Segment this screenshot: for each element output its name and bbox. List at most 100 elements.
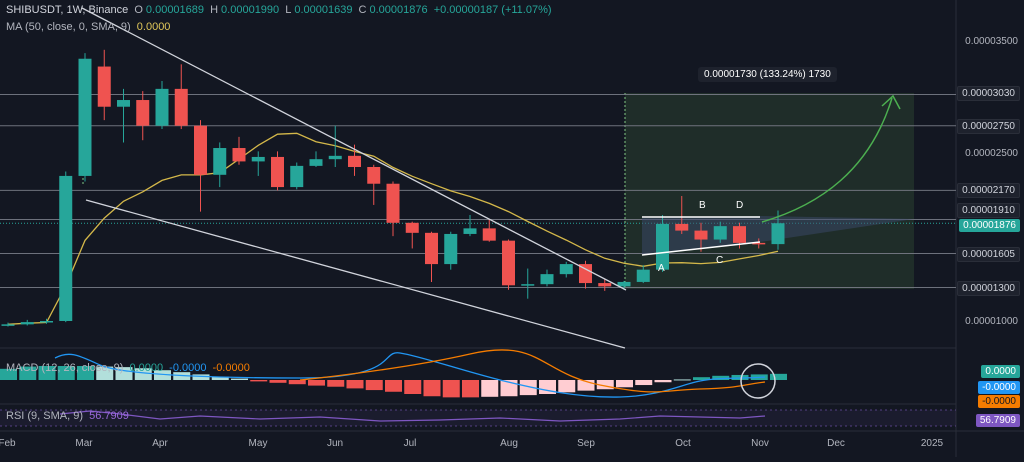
close-value: 0.00001876: [369, 4, 428, 16]
pattern-label-b: B: [699, 200, 706, 211]
macd-bar: [288, 380, 306, 385]
level-tag-3030[interactable]: 0.00003030: [957, 86, 1020, 101]
rsi-title[interactable]: RSI (9, SMA, 9): [6, 410, 84, 422]
macd-bar: [404, 380, 422, 394]
candle-body[interactable]: [213, 148, 227, 175]
symbol-label[interactable]: SHIBUSDT, 1W, Binance: [6, 4, 129, 16]
candle-body[interactable]: [771, 223, 785, 245]
candle-body[interactable]: [117, 100, 130, 107]
x-tick-label: 2025: [921, 438, 944, 449]
level-tag-1300[interactable]: 0.00001300: [957, 281, 1020, 296]
candle-body[interactable]: [405, 222, 419, 233]
candle-body[interactable]: [482, 228, 496, 241]
candle-body[interactable]: [309, 159, 323, 166]
x-tick-label: Jun: [327, 438, 343, 449]
macd-bar: [231, 378, 248, 380]
macd-bar: [346, 380, 364, 389]
x-tick-label: Feb: [0, 438, 16, 449]
candle-body[interactable]: [694, 230, 708, 240]
low-value: 0.00001639: [294, 4, 353, 16]
low-label: L: [285, 4, 292, 16]
pattern-label-d: D: [736, 200, 743, 211]
candle-body[interactable]: [78, 58, 92, 176]
measure-label[interactable]: 0.00001730 (133.24%) 1730: [698, 67, 837, 82]
x-tick-label: Jul: [404, 438, 417, 449]
rsi-line: [59, 410, 766, 422]
macd-value-3: -0.0000: [212, 362, 250, 374]
close-label: C: [358, 4, 367, 16]
level-tag-2170[interactable]: 0.00002170: [957, 183, 1020, 198]
macd-tag-3: -0.0000: [978, 395, 1020, 408]
candle-body[interactable]: [40, 321, 53, 323]
ma-50-line: [7, 132, 779, 325]
macd-value-2: -0.0000: [169, 362, 207, 374]
candle-body[interactable]: [194, 125, 207, 175]
candle-body[interactable]: [675, 223, 689, 231]
macd-bar: [558, 380, 576, 393]
candle-body[interactable]: [136, 100, 150, 126]
candle-body[interactable]: [97, 66, 111, 107]
rsi-legend: RSI (9, SMA, 9) 56.7909: [6, 410, 132, 422]
candle-body[interactable]: [1, 324, 15, 326]
level-tag-2750[interactable]: 0.00002750: [957, 119, 1020, 134]
candle-body[interactable]: [636, 269, 650, 282]
macd-line: [54, 352, 766, 398]
candle-body[interactable]: [598, 283, 612, 287]
candle-body[interactable]: [174, 88, 188, 126]
ma-legend: MA (50, close, 0, SMA, 9) 0.0000: [6, 21, 173, 33]
candle-body[interactable]: [348, 155, 361, 167]
candle-body[interactable]: [579, 264, 592, 284]
macd-tag-2: -0.0000: [978, 381, 1020, 394]
level-tag-1910[interactable]: 0.00001910: [957, 203, 1020, 218]
y-tick-1000: 0.00001000: [965, 316, 1018, 327]
candle-body[interactable]: [425, 232, 438, 265]
candle-body[interactable]: [444, 233, 458, 265]
macd-legend: MACD (12, 26, close, 9) 0.0000 -0.0000 -…: [6, 362, 253, 374]
current-price-tag[interactable]: 0.00001876: [959, 219, 1020, 232]
projection-arrow[interactable]: [761, 97, 893, 223]
macd-bar: [635, 380, 653, 386]
candle-body[interactable]: [463, 228, 477, 234]
macd-bar: [19, 366, 37, 380]
y-tick-0: 0.00003500: [965, 36, 1018, 47]
macd-cross-highlight[interactable]: [740, 363, 776, 399]
x-tick-label: Apr: [152, 438, 168, 449]
candle-body[interactable]: [271, 156, 284, 188]
candle-body[interactable]: [232, 148, 246, 162]
candle-body[interactable]: [733, 226, 746, 243]
macd-bar: [519, 380, 537, 396]
candle-body[interactable]: [290, 165, 304, 188]
candle-body[interactable]: [386, 183, 400, 223]
macd-tag-1: 0.0000: [981, 365, 1020, 378]
candle-body[interactable]: [502, 240, 515, 286]
time-axis[interactable]: Feb Mar Apr May Jun Jul Aug Sep Oct Nov Dec 2025: [0, 438, 944, 449]
open-label: O: [134, 4, 143, 16]
x-tick-label: Oct: [675, 438, 691, 449]
projection-arrow-head: [881, 94, 901, 110]
macd-bar: [0, 368, 17, 380]
candle-body[interactable]: [521, 284, 535, 286]
candle-body[interactable]: [20, 322, 34, 325]
candle-body[interactable]: [559, 264, 573, 275]
candle-body[interactable]: [617, 281, 631, 287]
ma-title[interactable]: MA (50, close, 0, SMA, 9): [6, 21, 131, 33]
candle-body[interactable]: [251, 156, 265, 162]
candle-body[interactable]: [713, 226, 727, 240]
macd-title[interactable]: MACD (12, 26, close, 9): [6, 362, 124, 374]
level-tag-1605[interactable]: 0.00001605: [957, 247, 1020, 262]
candle-body[interactable]: [656, 223, 669, 270]
candle-body[interactable]: [752, 242, 766, 245]
candles-group: [1, 49, 785, 327]
wedge-lower-line[interactable]: [85, 199, 626, 349]
candle-body[interactable]: [540, 274, 554, 285]
candle-body[interactable]: [155, 88, 169, 126]
pennant-bottom-line[interactable]: [641, 241, 761, 256]
wedge-upper-line[interactable]: [81, 7, 627, 291]
candle-body[interactable]: [59, 175, 73, 321]
candle-body[interactable]: [328, 155, 342, 160]
ma-value: 0.0000: [136, 21, 171, 33]
macd-bar: [250, 380, 268, 382]
candle-body[interactable]: [367, 166, 381, 184]
